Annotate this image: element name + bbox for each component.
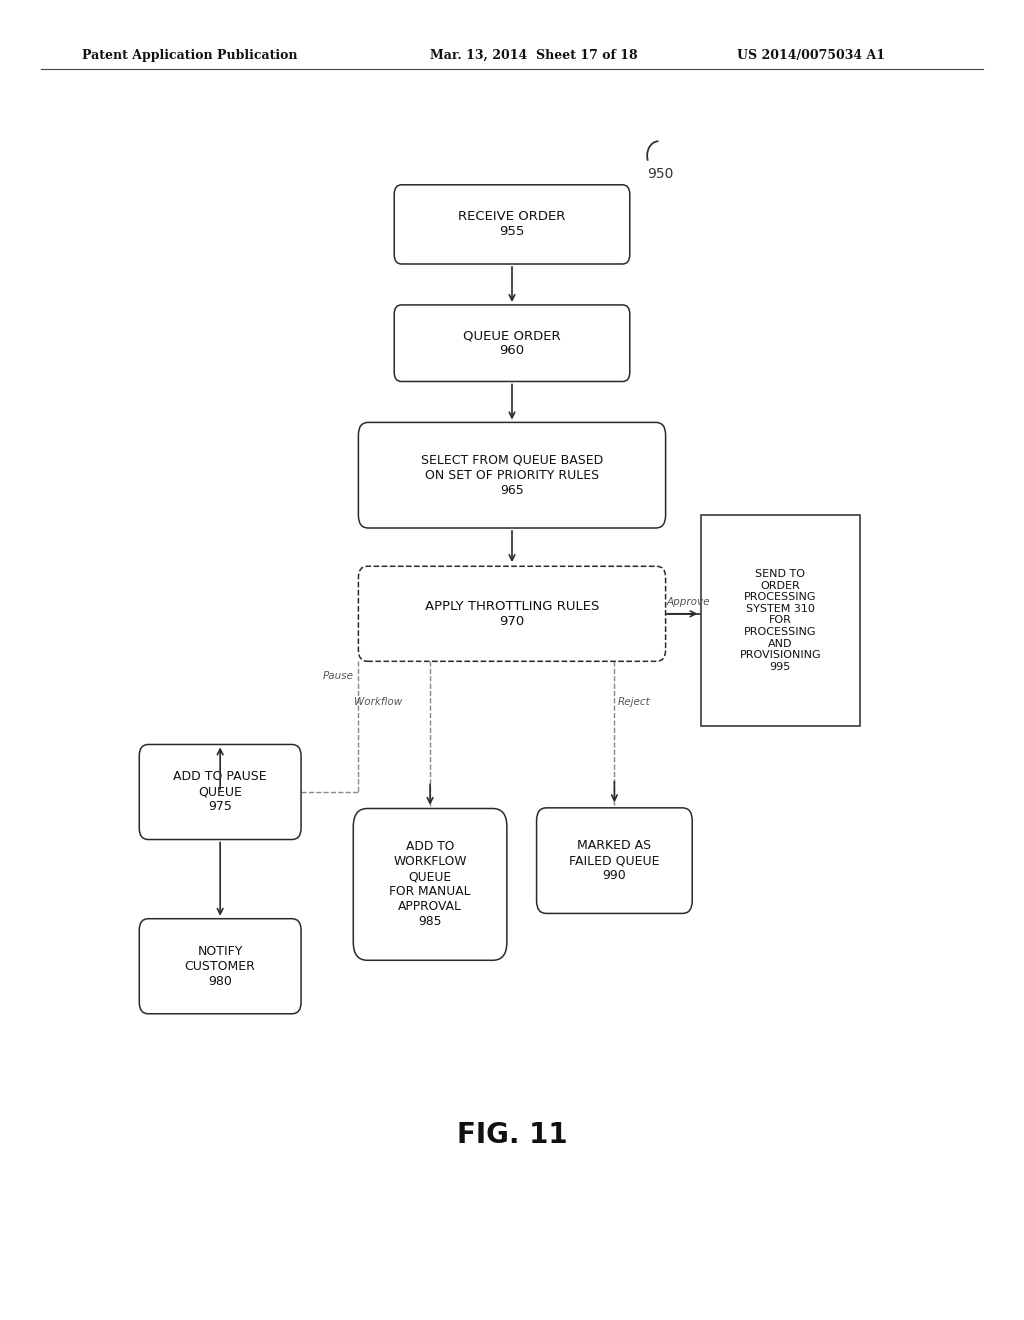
- FancyBboxPatch shape: [358, 422, 666, 528]
- FancyBboxPatch shape: [358, 566, 666, 661]
- FancyBboxPatch shape: [353, 808, 507, 961]
- Text: Mar. 13, 2014  Sheet 17 of 18: Mar. 13, 2014 Sheet 17 of 18: [430, 49, 638, 62]
- Text: RECEIVE ORDER
955: RECEIVE ORDER 955: [459, 210, 565, 239]
- FancyBboxPatch shape: [394, 305, 630, 381]
- Text: 950: 950: [647, 168, 674, 181]
- Text: Patent Application Publication: Patent Application Publication: [82, 49, 297, 62]
- Text: APPLY THROTTLING RULES
970: APPLY THROTTLING RULES 970: [425, 599, 599, 628]
- Text: Reject: Reject: [617, 697, 650, 708]
- Text: SELECT FROM QUEUE BASED
ON SET OF PRIORITY RULES
965: SELECT FROM QUEUE BASED ON SET OF PRIORI…: [421, 454, 603, 496]
- FancyBboxPatch shape: [700, 515, 860, 726]
- Text: SEND TO
ORDER
PROCESSING
SYSTEM 310
FOR
PROCESSING
AND
PROVISIONING
995: SEND TO ORDER PROCESSING SYSTEM 310 FOR …: [739, 569, 821, 672]
- Text: MARKED AS
FAILED QUEUE
990: MARKED AS FAILED QUEUE 990: [569, 840, 659, 882]
- Text: FIG. 11: FIG. 11: [457, 1121, 567, 1150]
- Text: Workflow: Workflow: [354, 697, 402, 708]
- Text: Approve: Approve: [667, 597, 710, 607]
- Text: QUEUE ORDER
960: QUEUE ORDER 960: [463, 329, 561, 358]
- Text: NOTIFY
CUSTOMER
980: NOTIFY CUSTOMER 980: [184, 945, 256, 987]
- Text: US 2014/0075034 A1: US 2014/0075034 A1: [737, 49, 886, 62]
- FancyBboxPatch shape: [139, 919, 301, 1014]
- Text: ADD TO PAUSE
QUEUE
975: ADD TO PAUSE QUEUE 975: [173, 771, 267, 813]
- Text: Pause: Pause: [323, 671, 353, 681]
- FancyBboxPatch shape: [394, 185, 630, 264]
- FancyBboxPatch shape: [139, 744, 301, 840]
- FancyBboxPatch shape: [537, 808, 692, 913]
- Text: ADD TO
WORKFLOW
QUEUE
FOR MANUAL
APPROVAL
985: ADD TO WORKFLOW QUEUE FOR MANUAL APPROVA…: [389, 841, 471, 928]
